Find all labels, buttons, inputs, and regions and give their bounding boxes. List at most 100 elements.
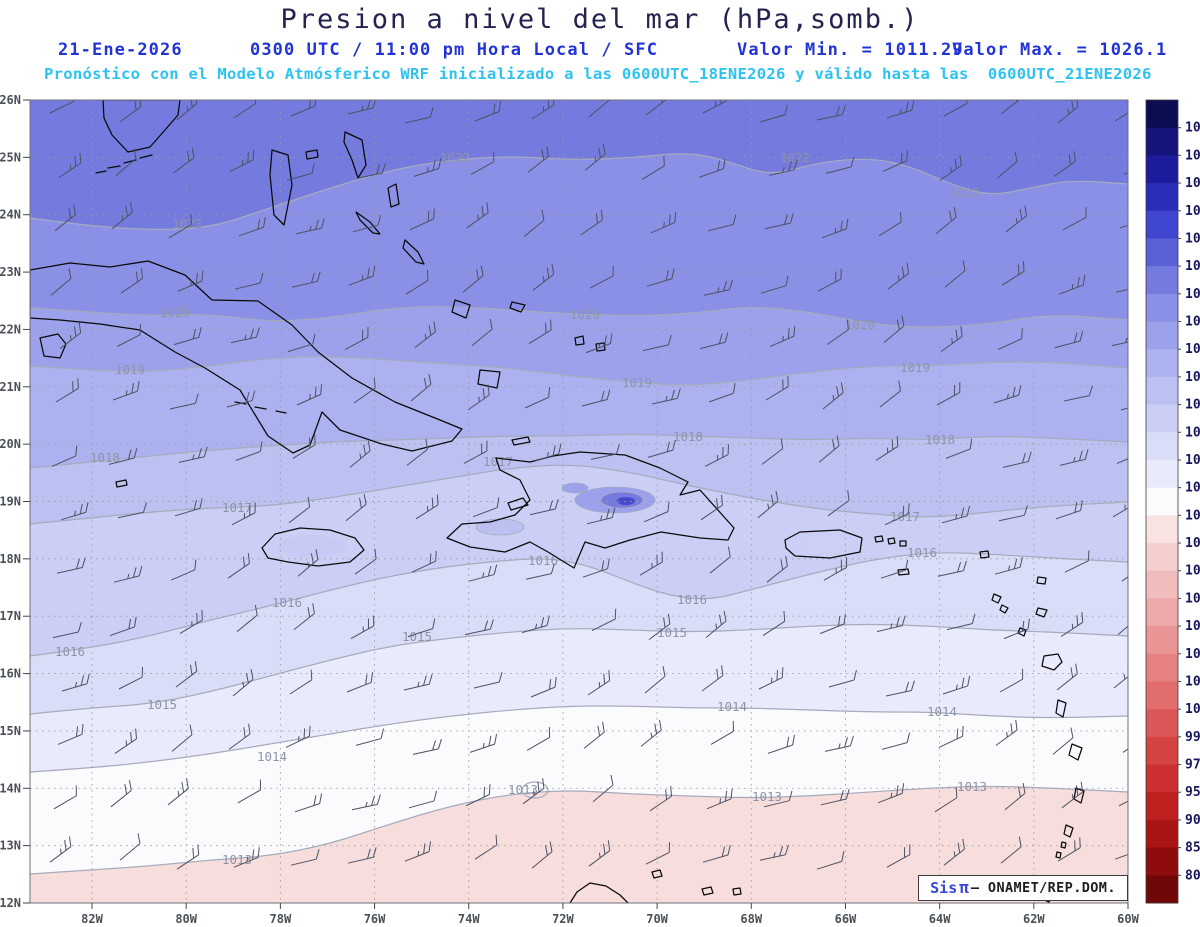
wind-barb: [346, 672, 374, 693]
wind-barb: [1055, 500, 1083, 520]
wind-barb: [233, 847, 260, 868]
wind-barb: [817, 268, 842, 292]
isobar-label: 1017: [222, 500, 252, 515]
wind-barb: [585, 333, 613, 354]
coastline: [305, 149, 319, 160]
wind-barb: [59, 322, 82, 349]
wind-barb: [819, 613, 846, 635]
colorbar-label: 800: [1185, 868, 1200, 883]
coastline: [269, 149, 293, 226]
wind-barb: [291, 271, 321, 288]
isobar-label: 1015: [402, 629, 432, 644]
wind-barb: [588, 840, 611, 867]
colorbar-label: 900: [1185, 813, 1200, 828]
min-value-label: Valor Min. = 1011.29: [737, 40, 964, 60]
wind-barb: [522, 778, 545, 805]
wind-barb: [234, 272, 264, 290]
wind-barb: [168, 214, 192, 239]
wind-barb: [825, 156, 855, 174]
wind-barb: [296, 384, 323, 406]
wind-barb: [178, 446, 208, 463]
coastline: [874, 535, 907, 547]
wind-barb: [766, 555, 788, 583]
colorbar-segment: [1146, 487, 1178, 516]
wind-barb: [171, 724, 193, 752]
colorbar-segment: [1146, 764, 1178, 793]
wind-barb: [702, 844, 731, 863]
wind-barb: [826, 319, 849, 346]
wind-barb: [177, 270, 204, 292]
wind-barb: [474, 101, 502, 122]
wind-barb: [762, 610, 786, 637]
wind-barb: [1053, 151, 1076, 177]
coastline: [115, 479, 128, 488]
wind-barb: [115, 148, 137, 176]
isobar-1015: [30, 623, 1128, 715]
wind-barb: [1064, 550, 1090, 573]
wind-barb: [226, 390, 256, 408]
lat-tick-label: 17N: [0, 609, 21, 623]
date-label: 21-Ene-2026: [58, 40, 183, 60]
wind-barb: [591, 608, 617, 632]
coastline: [95, 154, 153, 174]
isobar-label: 1013: [752, 789, 782, 804]
isobar-label: 1014: [257, 749, 287, 764]
lon-tick-label: 68W: [740, 912, 762, 926]
wind-barb: [111, 202, 133, 230]
wind-barb: [526, 727, 551, 751]
isobar-label: 1018: [90, 450, 120, 465]
wind-barb: [1113, 661, 1128, 689]
colorbar-segment: [1146, 515, 1178, 544]
wind-barb: [944, 260, 966, 288]
watermark-org: – ONAMET/REP.DOM.: [970, 880, 1116, 896]
coastline: [234, 401, 287, 414]
wind-barb: [945, 438, 973, 459]
wind-barb: [882, 150, 909, 172]
wind-barb: [769, 325, 796, 348]
isobar-label: 1015: [657, 625, 687, 640]
lon-tick-label: 82W: [81, 912, 103, 926]
wind-barb: [649, 785, 673, 812]
lat-tick-label: 26N: [0, 93, 21, 107]
pressure-pocket: [278, 535, 346, 557]
isobar-1022: [30, 153, 1128, 230]
pressure-pocket: [795, 535, 855, 553]
wind-barb: [112, 380, 140, 401]
lat-tick-label: 24N: [0, 208, 21, 222]
isobar-label: 1016: [55, 644, 85, 659]
wind-barb: [290, 849, 320, 866]
wind-barb: [993, 384, 1022, 404]
wind-barb: [589, 265, 614, 289]
wind-barb: [288, 496, 311, 524]
lon-tick-label: 78W: [270, 912, 292, 926]
wind-barb: [999, 668, 1024, 693]
wind-barb: [592, 774, 614, 803]
wind-barb: [876, 615, 906, 633]
wind-barb: [763, 790, 793, 808]
wind-barb: [1004, 782, 1026, 811]
colorbar-segment: [1146, 155, 1178, 184]
wind-barb: [761, 438, 784, 465]
isobar-label: 1018: [673, 429, 703, 444]
wind-barb: [228, 723, 251, 750]
isobar-1017: [30, 464, 1128, 525]
coastline: [102, 100, 181, 153]
wind-barb: [415, 494, 439, 520]
colorbar-segment: [1146, 100, 1178, 129]
pressure-band: [30, 786, 1128, 903]
coastline: [569, 882, 629, 903]
wind-barb: [1121, 555, 1128, 582]
colorbar-segment: [1146, 681, 1178, 710]
colorbar-label: 1018: [1185, 370, 1200, 385]
wind-barb: [49, 100, 75, 114]
coastline: [355, 211, 381, 235]
lon-tick-label: 62W: [1023, 912, 1045, 926]
coastline: [1073, 787, 1085, 804]
wind-barb: [235, 441, 263, 461]
wind-barb: [650, 212, 677, 234]
wind-barb: [995, 719, 1018, 746]
colorbar-label: 1000: [1185, 702, 1200, 717]
coastline: [1055, 699, 1067, 718]
wind-barb: [641, 155, 665, 180]
